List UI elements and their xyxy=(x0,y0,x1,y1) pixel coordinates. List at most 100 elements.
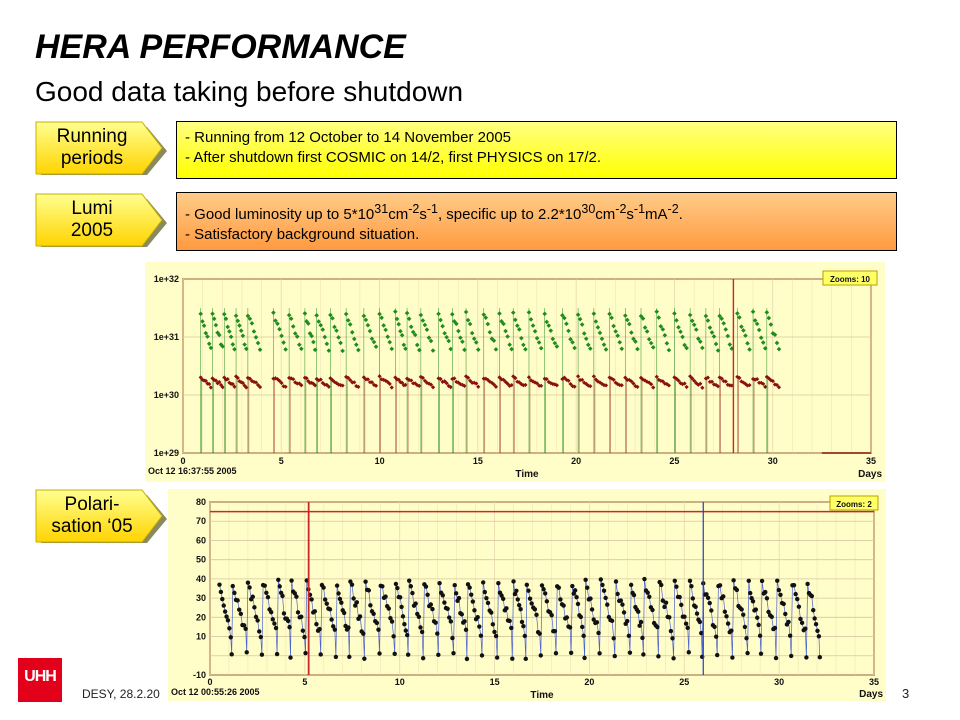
lumi-point xyxy=(633,339,638,344)
specific-point xyxy=(703,376,708,381)
polarisation-point xyxy=(504,606,509,611)
lumi-point xyxy=(394,316,400,322)
lumi-point xyxy=(585,342,591,348)
polarisation-point xyxy=(376,627,381,632)
polarisation-point xyxy=(459,612,464,617)
lumi-point xyxy=(385,334,390,340)
lumi-point xyxy=(493,347,499,352)
lumi-point xyxy=(695,336,701,341)
polarisation-point xyxy=(524,582,530,588)
polarisation-point xyxy=(656,654,661,659)
lumi-point xyxy=(627,321,632,327)
lumi-point xyxy=(279,333,284,339)
polarisation-point xyxy=(368,603,373,608)
polarisation-point xyxy=(442,600,447,605)
lumi-point xyxy=(463,309,469,315)
polarisation-point xyxy=(795,596,800,602)
polarisation-point xyxy=(224,614,229,619)
polarisation-point xyxy=(558,597,563,602)
polarisation-point xyxy=(704,592,709,597)
lumi-point xyxy=(745,341,750,346)
specific-point xyxy=(552,382,557,387)
polarisation-point xyxy=(618,598,624,603)
lumi-point xyxy=(593,319,599,324)
specific-point xyxy=(591,374,596,379)
logo-text: UHH xyxy=(24,668,57,685)
y-tick-label: 70 xyxy=(196,516,206,526)
polarisation-point xyxy=(611,636,616,641)
lumi-point xyxy=(554,344,560,349)
polarisation-point xyxy=(627,650,633,655)
lumi-line-2: - Satisfactory background situation. xyxy=(185,226,420,243)
polarisation-point xyxy=(273,625,279,631)
lumi-point xyxy=(458,335,463,341)
polarisation-point xyxy=(250,594,255,599)
lumi-point xyxy=(666,347,672,353)
specific-point xyxy=(755,376,760,382)
polarisation-point xyxy=(689,583,694,589)
specific-point xyxy=(611,377,616,382)
specific-point xyxy=(763,384,768,389)
polarisation-point xyxy=(485,600,491,606)
lumi-point xyxy=(389,346,395,352)
specific-point xyxy=(299,383,304,388)
polarisation-point xyxy=(758,651,764,656)
x-tick-label: 15 xyxy=(490,677,500,687)
polarisation-point xyxy=(620,602,625,607)
polarisation-point xyxy=(615,591,620,597)
lumi-point xyxy=(723,327,729,332)
polarisation-point xyxy=(757,633,763,638)
polarisation-point xyxy=(245,580,251,585)
polarisation-point xyxy=(353,603,358,608)
polarisation-point xyxy=(567,625,573,630)
polarisation-point xyxy=(803,626,808,631)
lumi-point xyxy=(408,324,414,330)
polarisation-point xyxy=(413,601,418,606)
lumi-point xyxy=(577,316,583,322)
polarisation-point xyxy=(766,609,771,615)
specific-point xyxy=(306,379,311,384)
lumi-point xyxy=(416,347,422,353)
polarisation-point xyxy=(361,631,366,636)
polarisation-point xyxy=(544,599,550,604)
polarisation-point xyxy=(287,624,292,630)
lumi-point xyxy=(583,336,589,342)
lumi-point xyxy=(206,341,212,347)
polarisation-point xyxy=(482,589,488,595)
polarisation-point xyxy=(347,654,352,660)
polarisation-point xyxy=(448,619,454,624)
specific-point xyxy=(230,381,235,387)
specific-point xyxy=(623,375,628,380)
polarisation-point xyxy=(686,650,691,655)
specific-point xyxy=(629,379,634,384)
lumi-point xyxy=(220,344,226,349)
specific-point xyxy=(640,377,646,382)
specific-point xyxy=(578,377,583,383)
polarisation-point xyxy=(715,652,720,658)
polarisation-point xyxy=(229,652,234,657)
polarisation-data xyxy=(217,576,823,662)
polarisation-point xyxy=(435,631,440,636)
polarisation-point xyxy=(799,620,805,626)
polarisation-point xyxy=(351,596,356,601)
specific-point xyxy=(526,375,532,380)
specific-point xyxy=(588,384,593,389)
polarisation-point xyxy=(585,585,590,590)
polarisation-point xyxy=(578,614,584,620)
lumi-point xyxy=(642,325,648,330)
polarisation-point xyxy=(247,585,252,590)
polarisation-point xyxy=(221,603,226,608)
lumi-point xyxy=(528,317,534,322)
polarisation-point xyxy=(346,625,351,630)
lumi-point xyxy=(377,311,382,317)
polarisation-point xyxy=(217,582,222,587)
polarisation-point xyxy=(509,625,514,631)
polarisation-point xyxy=(518,606,523,612)
polarisation-point xyxy=(636,609,641,614)
polarisation-point xyxy=(679,602,684,608)
specific-point xyxy=(481,376,486,381)
specific-point xyxy=(572,384,577,389)
polarisation-point xyxy=(322,597,328,602)
lumi-point xyxy=(536,340,542,345)
lumi-point xyxy=(465,317,471,323)
